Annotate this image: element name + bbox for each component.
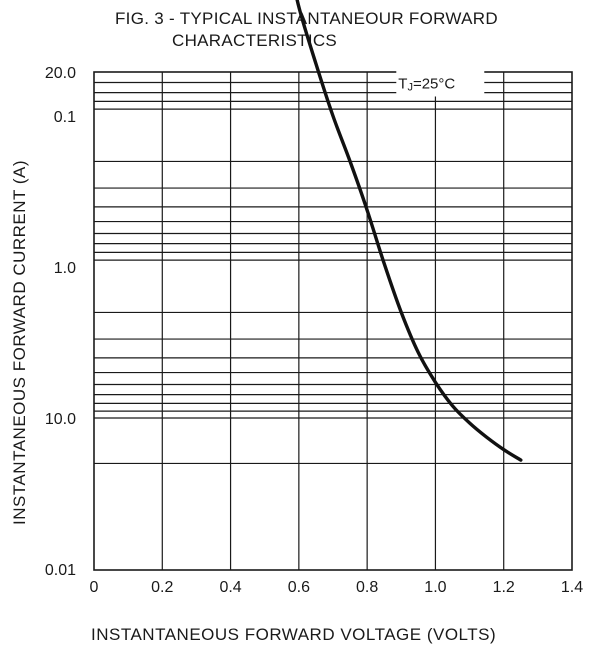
y-tick-labels: 0.01 0.1 1.0 10.0 20.0: [45, 65, 76, 579]
x-tick-labels: 0 0.2 0.4 0.6 0.8 1.0 1.2 1.4: [90, 579, 584, 596]
y-tick-label: 0.1: [54, 109, 76, 126]
x-tick-label: 1.0: [424, 579, 446, 596]
x-tick-label: 1.4: [561, 579, 583, 596]
x-axis-title: INSTANTANEOUS FORWARD VOLTAGE (VOLTS): [91, 625, 496, 644]
chart-title-line-1: FIG. 3 - TYPICAL INSTANTANEOUR FORWARD: [115, 9, 498, 28]
x-tick-label: 0.6: [288, 579, 310, 596]
x-tick-label: 0.2: [151, 579, 173, 596]
grid: [94, 72, 572, 570]
temperature-annotation: TJ=25°C: [396, 69, 485, 97]
y-tick-label: 20.0: [45, 65, 76, 82]
temperature-label: TJ=25°C: [398, 76, 455, 94]
annotation-background: [396, 69, 485, 97]
x-tick-label: 0.8: [356, 579, 378, 596]
x-tick-label: 1.2: [493, 579, 515, 596]
y-tick-label: 10.0: [45, 411, 76, 428]
y-tick-label: 1.0: [54, 260, 76, 277]
x-tick-label: 0.4: [219, 579, 241, 596]
plot-frame: [93, 71, 573, 571]
y-tick-label: 0.01: [45, 562, 76, 579]
forward-characteristic-curve: [295, 0, 523, 462]
chart-title-line-2: CHARACTERISTICS: [172, 31, 337, 50]
y-axis-title: INSTANTANEOUS FORWARD CURRENT (A): [10, 160, 29, 525]
x-tick-label: 0: [90, 579, 99, 596]
data-series: [295, 0, 523, 462]
